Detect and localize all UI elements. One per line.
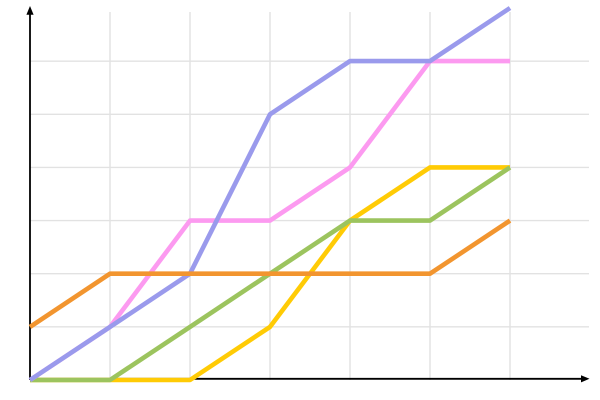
x-axis-arrowhead [581, 375, 590, 383]
series-blue-line [28, 6, 512, 382]
series-orange-line [28, 218, 512, 329]
y-axis-arrowhead [26, 6, 34, 15]
